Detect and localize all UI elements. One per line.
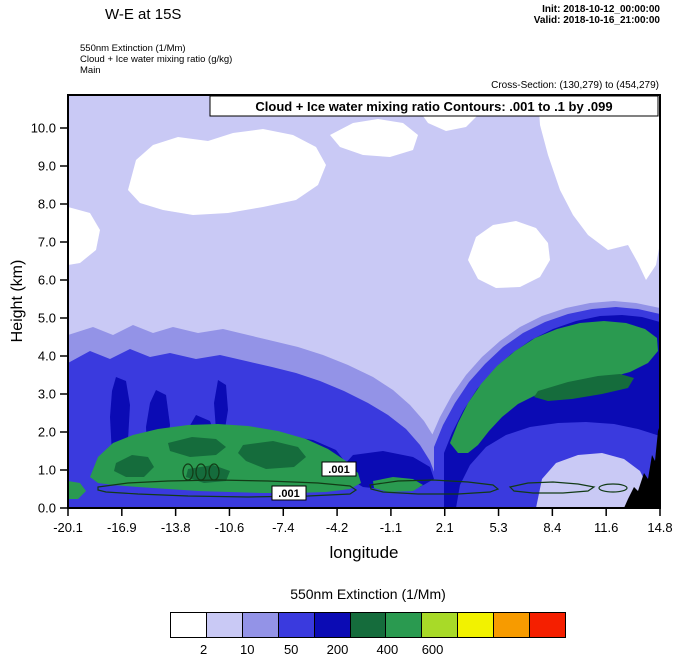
y-tick-label: 2.0 [38, 425, 56, 440]
field-line-mixing-ratio: Cloud + Ice water mixing ratio (g/kg) [80, 54, 233, 65]
colorbar-cell [494, 613, 531, 637]
colorbar-tick-label: 50 [283, 642, 299, 657]
y-axis-title: Height (km) [9, 260, 26, 343]
colorbar-cell [314, 613, 351, 637]
x-tick-label: -10.6 [215, 520, 245, 535]
contour-label-box [321, 461, 357, 477]
green-boundary-layer-band [90, 424, 361, 493]
darkgreen-patch-2 [168, 437, 226, 457]
colorbar-cell [350, 613, 387, 637]
mixing-ratio-contour-mid [369, 479, 500, 495]
y-tick-label: 5.0 [38, 311, 56, 326]
colorbar [170, 612, 566, 638]
field-description-block: 550nm Extinction (1/Mm) Cloud + Ice wate… [80, 43, 232, 76]
mixing-ratio-contour-oval-d [598, 483, 628, 493]
green-left-edge [68, 481, 86, 499]
white-clear-top-left [128, 129, 326, 215]
figure-title: W-E at 15S [105, 6, 182, 23]
colorbar-cell [242, 613, 279, 637]
plot-border [67, 94, 661, 509]
mixing-ratio-contour-right [508, 481, 596, 494]
x-tick-label: -7.4 [272, 520, 294, 535]
y-tick-label: 9.0 [38, 159, 56, 174]
mixing-ratio-contour-oval-a [182, 463, 194, 481]
darkblue-streak-4 [214, 380, 228, 435]
mixing-ratio-contour-oval-b [195, 463, 207, 481]
contour-label-box [271, 485, 307, 501]
x-tick-label: 11.6 [594, 520, 618, 535]
y-tick-label: 3.0 [38, 387, 56, 402]
darkgreen-patch-3 [238, 441, 306, 469]
colorbar-cell [206, 613, 243, 637]
y-tick-label: 7.0 [38, 235, 56, 250]
white-clear-top-right [538, 95, 660, 280]
cross-section-plot: .001 .001 Cloud + Ice water mixing ratio C… [9, 94, 673, 562]
field-line-extinction: 550nm Extinction (1/Mm) [80, 43, 186, 54]
x-tick-label: -16.9 [107, 520, 137, 535]
mixing-ratio-contour-oval-c [208, 463, 220, 481]
colorbar-cell [171, 613, 207, 637]
colorbar-cell [386, 613, 423, 637]
colorbar-cell [530, 613, 565, 637]
y-tick-label: 0.0 [38, 501, 56, 516]
colorbar-tick-label: 600 [421, 642, 444, 657]
colorbar-tick-label: 10 [239, 642, 255, 657]
mixing-ratio-contour-long [97, 479, 358, 498]
y-tick-label: 8.0 [38, 197, 56, 212]
contour-note-text: Cloud + Ice water mixing ratio Contours:… [255, 99, 612, 114]
x-tick-label: -1.1 [380, 520, 402, 535]
x-tick-label: 5.3 [490, 520, 508, 535]
colorbar-title: 550nm Extinction (1/Mm) [290, 586, 446, 602]
terrain [624, 425, 660, 508]
init-time: Init: 2018-10-12_00:00:00 [542, 4, 660, 15]
colorbar-tick-label: 200 [326, 642, 349, 657]
colorbar-tick-label: 400 [376, 642, 399, 657]
x-tick-label: -13.8 [161, 520, 191, 535]
contour-label-text: .001 [278, 488, 299, 500]
colorbar-cell [278, 613, 315, 637]
y-tick-label: 10.0 [31, 121, 56, 136]
darkgreen-core-patch [534, 374, 634, 401]
contour-label-text: .001 [328, 464, 349, 476]
lavender-surface-pocket [536, 453, 651, 508]
white-clear-top-center [330, 119, 418, 157]
x-tick-label: -20.1 [53, 520, 83, 535]
white-clear-mid-right [468, 221, 550, 288]
x-tick-label: 2.1 [436, 520, 454, 535]
y-tick-label: 4.0 [38, 349, 56, 364]
x-tick-label: -4.2 [326, 520, 348, 535]
init-valid-block: Init: 2018-10-12_00:00:00 Valid: 2018-10… [534, 4, 660, 26]
colorbar-tick-labels: 2 10 50 200 400 600 [170, 642, 566, 660]
cross-section-label: Cross-Section: (130,279) to (454,279) [491, 80, 659, 91]
y-tick-label: 6.0 [38, 273, 56, 288]
x-tick-label: 14.8 [647, 520, 672, 535]
valid-time: Valid: 2018-10-16_21:00:00 [533, 15, 660, 26]
colorbar-cell [458, 613, 495, 637]
colorbar-cell [422, 613, 459, 637]
white-clear-left-edge [68, 207, 100, 265]
y-tick-label: 1.0 [38, 463, 56, 478]
x-tick-label: 8.4 [543, 520, 561, 535]
x-axis-title: longitude [329, 543, 398, 562]
darkgreen-patch-1 [114, 455, 154, 477]
colorbar-tick-label: 2 [200, 642, 208, 657]
field-line-grid: Main [80, 65, 101, 76]
